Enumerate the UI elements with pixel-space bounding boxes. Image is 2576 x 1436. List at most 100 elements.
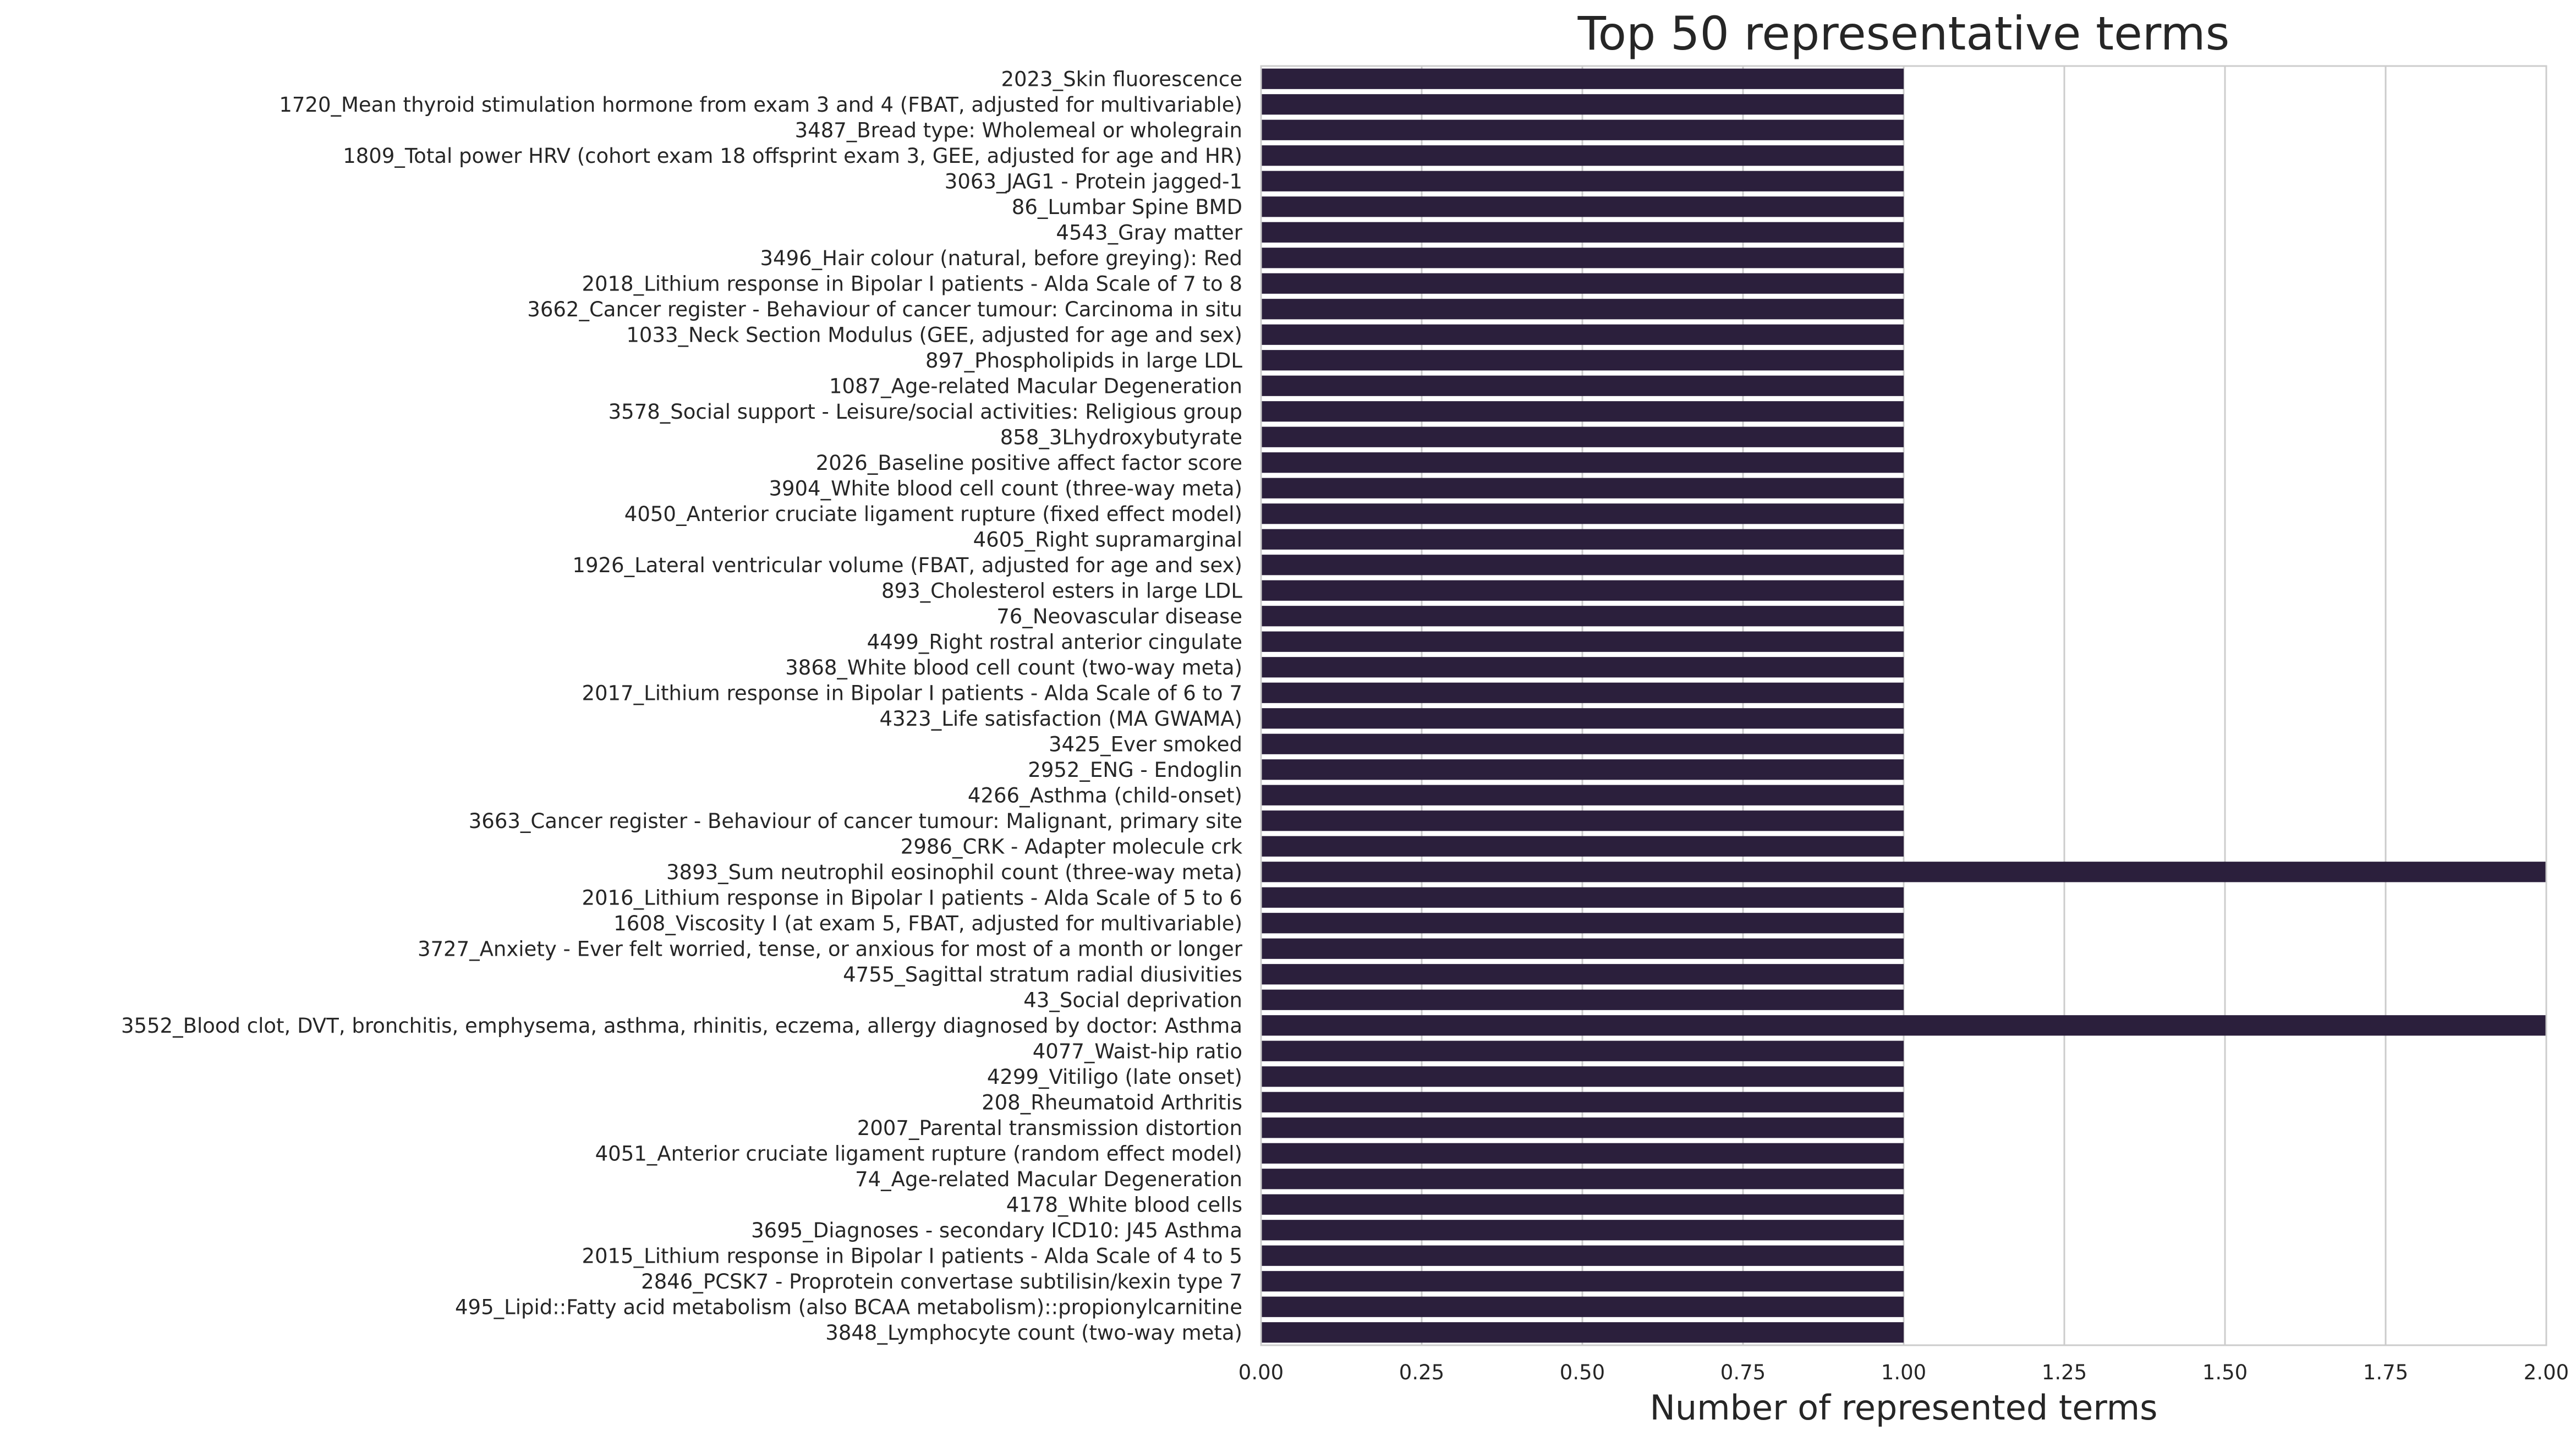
category-label: 3904_White blood cell count (three-way m… (769, 476, 1242, 500)
bar (1261, 733, 1904, 754)
bar (1261, 503, 1904, 524)
bar (1261, 1322, 1904, 1343)
bar (1261, 1117, 1904, 1138)
category-label: 4266_Asthma (child-onset) (968, 783, 1242, 807)
bar (1261, 580, 1904, 601)
category-label: 897_Phospholipids in large LDL (925, 349, 1242, 372)
category-label: 3496_Hair colour (natural, before greyin… (760, 246, 1243, 270)
category-label: 4543_Gray matter (1056, 221, 1242, 244)
category-label: 3893_Sum neutrophil eosinophil count (th… (666, 860, 1242, 884)
bar (1261, 810, 1904, 831)
category-label: 4323_Life satisfaction (MA GWAMA) (880, 707, 1242, 731)
category-label: 1809_Total power HRV (cohort exam 18 off… (343, 144, 1242, 168)
category-label: 1720_Mean thyroid stimulation hormone fr… (279, 93, 1242, 117)
bar (1261, 938, 1904, 959)
category-label: 4605_Right supramarginal (973, 528, 1242, 551)
category-label: 1087_Age-related Macular Degeneration (829, 374, 1242, 398)
category-label: 2007_Parental transmission distortion (857, 1116, 1242, 1140)
category-label: 3695_Diagnoses - secondary ICD10: J45 As… (751, 1219, 1242, 1242)
bar (1261, 606, 1904, 627)
category-label: 3425_Ever smoked (1049, 732, 1242, 756)
category-label: 1926_Lateral ventricular volume (FBAT, a… (572, 553, 1242, 577)
bar (1261, 1092, 1904, 1112)
x-tick-label: 0.75 (1720, 1361, 1766, 1384)
category-label: 4077_Waist-hip ratio (1033, 1039, 1242, 1063)
category-label: 2015_Lithium response in Bipolar I patie… (582, 1244, 1242, 1268)
bar (1261, 964, 1904, 985)
category-label: 2846_PCSK7 - Proprotein convertase subti… (641, 1270, 1242, 1294)
category-label: 3868_White blood cell count (two-way met… (785, 656, 1242, 679)
category-label: 495_Lipid::Fatty acid metabolism (also B… (455, 1295, 1242, 1319)
category-label: 1033_Neck Section Modulus (GEE, adjusted… (626, 323, 1242, 347)
x-tick-label: 0.00 (1238, 1361, 1284, 1384)
bar (1261, 657, 1904, 678)
bar (1261, 145, 1904, 166)
category-label: 3663_Cancer register - Behaviour of canc… (469, 809, 1242, 833)
x-tick-label: 2.00 (2524, 1361, 2569, 1384)
bar (1261, 1220, 1904, 1241)
x-tick-label: 1.75 (2363, 1361, 2408, 1384)
category-label: 4178_White blood cells (1006, 1193, 1242, 1216)
bar (1261, 1296, 1904, 1317)
x-tick-label: 0.25 (1399, 1361, 1444, 1384)
bar (1261, 1169, 1904, 1190)
category-label: 2026_Baseline positive affect factor sco… (816, 451, 1242, 475)
category-label: 2016_Lithium response in Bipolar I patie… (582, 886, 1242, 909)
bar (1261, 785, 1904, 805)
bar (1261, 452, 1904, 473)
category-label: 208_Rheumatoid Arthritis (982, 1090, 1242, 1114)
bar (1261, 1245, 1904, 1266)
bar (1261, 1143, 1904, 1164)
category-label: 858_3Lhydroxybutyrate (1000, 425, 1242, 449)
bar (1261, 555, 1904, 576)
category-label: 3727_Anxiety - Ever felt worried, tense,… (418, 937, 1243, 961)
bar (1261, 273, 1904, 294)
bar (1261, 631, 1904, 652)
bar (1261, 1015, 2546, 1036)
bar (1261, 401, 1904, 422)
category-label: 2017_Lithium response in Bipolar I patie… (582, 681, 1242, 705)
category-label: 3848_Lymphocyte count (two-way meta) (825, 1321, 1242, 1345)
category-label: 3662_Cancer register - Behaviour of canc… (527, 298, 1242, 321)
category-label: 1608_Viscosity I (at exam 5, FBAT, adjus… (613, 912, 1242, 935)
bar (1261, 1271, 1904, 1292)
category-label: 4051_Anterior cruciate ligament rupture … (595, 1142, 1242, 1165)
bar (1261, 529, 1904, 550)
bar (1261, 759, 1904, 780)
category-label: 2018_Lithium response in Bipolar I patie… (582, 272, 1242, 295)
bar (1261, 989, 1904, 1010)
bar (1261, 426, 1904, 447)
bar (1261, 299, 1904, 320)
bar (1261, 887, 1904, 908)
bar (1261, 119, 1904, 140)
category-label: 2986_CRK - Adapter molecule crk (901, 835, 1243, 858)
bar (1261, 196, 1904, 217)
x-tick-label: 0.50 (1560, 1361, 1605, 1384)
bar (1261, 862, 2546, 883)
x-tick-label: 1.00 (1881, 1361, 1926, 1384)
x-tick-label: 1.25 (2042, 1361, 2087, 1384)
bars (1261, 68, 2546, 1343)
bar (1261, 836, 1904, 857)
bar (1261, 68, 1904, 89)
x-tick-labels: 0.00 0.25 0.50 0.75 1.00 1.25 1.50 1.75 2.00 (1238, 1361, 2569, 1384)
plot-frame (1260, 65, 2547, 1346)
category-label: 4299_Vitiligo (late onset) (987, 1065, 1242, 1089)
bar (1261, 94, 1904, 115)
bar (1261, 1194, 1904, 1215)
bar (1261, 913, 1904, 934)
category-label: 4050_Anterior cruciate ligament rupture … (624, 502, 1242, 526)
x-tick-label: 1.50 (2202, 1361, 2248, 1384)
bar (1261, 708, 1904, 729)
bar (1261, 324, 1904, 345)
category-label: 3552_Blood clot, DVT, bronchitis, emphys… (121, 1014, 1242, 1038)
bar (1261, 350, 1904, 371)
bar (1261, 222, 1904, 243)
category-label: 3063_JAG1 - Protein jagged-1 (945, 169, 1242, 193)
chart-title: Top 50 representative terms (1577, 7, 2230, 61)
category-label: 43_Social deprivation (1023, 988, 1242, 1012)
category-label: 3487_Bread type: Wholemeal or wholegrain (795, 118, 1242, 142)
bar (1261, 1040, 1904, 1061)
category-label: 3578_Social support - Leisure/social act… (609, 400, 1242, 424)
bar (1261, 375, 1904, 396)
